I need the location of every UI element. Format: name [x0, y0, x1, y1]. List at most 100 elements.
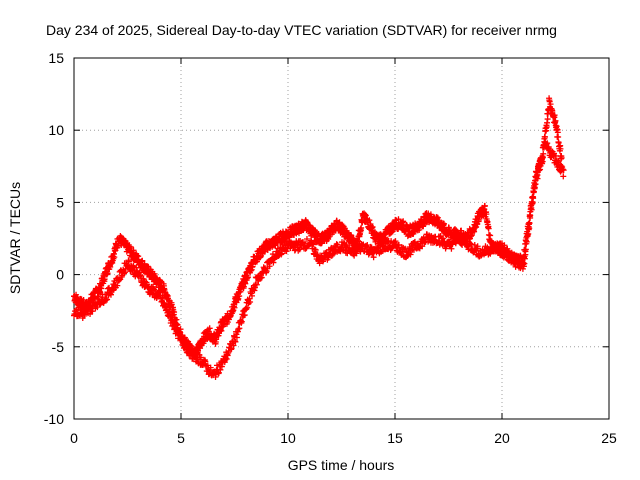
y-axis-label: SDTVAR / TECUs [7, 182, 23, 294]
data-point [529, 200, 536, 207]
y-axis-ticks: -10 -5 0 5 10 15 [44, 50, 609, 427]
x-tick-label: 20 [494, 430, 510, 446]
data-point [485, 225, 492, 232]
data-point [358, 224, 365, 231]
data-point [544, 140, 551, 147]
data-point [547, 101, 554, 108]
data-point [296, 246, 303, 253]
data-point [236, 325, 243, 332]
data-point [555, 158, 562, 165]
data-point [263, 268, 270, 275]
data-point [467, 240, 474, 247]
data-point [94, 304, 101, 311]
data-point [487, 250, 494, 257]
x-tick-label: 5 [177, 430, 185, 446]
data-point [207, 364, 214, 371]
data-point [539, 153, 546, 160]
data-point [434, 214, 441, 221]
data-point [392, 238, 399, 245]
data-point [236, 293, 243, 300]
data-point [448, 245, 455, 252]
data-point [534, 175, 541, 182]
data-point [101, 276, 108, 283]
data-point [560, 173, 567, 180]
data-point [125, 258, 132, 265]
data-point [557, 145, 564, 152]
data-point [531, 185, 538, 192]
data-point [159, 294, 166, 301]
data-point [523, 238, 530, 245]
data-point [310, 241, 317, 248]
data-point [137, 272, 144, 279]
x-tick-label: 25 [601, 430, 617, 446]
data-points [71, 95, 567, 380]
y-tick-label: 10 [48, 122, 64, 138]
data-point [241, 312, 248, 319]
data-point [551, 112, 558, 119]
data-point [333, 241, 340, 248]
y-tick-label: 0 [56, 267, 64, 283]
data-point [552, 152, 559, 159]
data-point [238, 318, 245, 325]
y-tick-label: -10 [44, 411, 64, 427]
data-point [232, 338, 239, 345]
data-point [336, 219, 343, 226]
data-point [233, 334, 240, 341]
data-point [460, 233, 467, 240]
x-axis-label: GPS time / hours [288, 457, 395, 473]
data-point [235, 295, 242, 302]
data-point [487, 232, 494, 239]
data-point [163, 304, 170, 311]
data-point [555, 134, 562, 141]
data-point [98, 285, 105, 292]
data-point [534, 168, 541, 175]
data-point [303, 235, 310, 242]
data-point [206, 325, 213, 332]
data-point [197, 354, 204, 361]
x-axis-ticks: 0 5 10 15 20 25 [70, 58, 617, 446]
data-point [244, 274, 251, 281]
data-point [168, 301, 175, 308]
data-point [527, 212, 534, 219]
data-point [192, 348, 199, 355]
y-tick-label: 5 [56, 194, 64, 210]
data-point [416, 226, 423, 233]
data-point [104, 270, 111, 277]
data-point [111, 254, 118, 261]
data-point [247, 298, 254, 305]
data-point [244, 304, 251, 311]
data-point [528, 206, 535, 213]
data-point [532, 181, 539, 188]
data-point [419, 243, 426, 250]
x-tick-label: 10 [280, 430, 296, 446]
data-point [139, 257, 146, 264]
y-tick-label: 15 [48, 50, 64, 66]
data-point [253, 281, 260, 288]
data-point [325, 254, 332, 261]
chart-title: Day 234 of 2025, Sidereal Day-to-day VTE… [46, 22, 557, 38]
data-point [355, 238, 362, 245]
plot-frame [73, 57, 610, 420]
data-point [231, 304, 238, 311]
data-point [185, 341, 192, 348]
data-point [526, 225, 533, 232]
data-point [114, 282, 121, 289]
data-point [258, 274, 265, 281]
x-tick-label: 15 [387, 430, 403, 446]
data-point [200, 340, 207, 347]
data-point [325, 234, 332, 241]
data-point [504, 245, 511, 252]
data-point [544, 116, 551, 123]
y-tick-label: -5 [52, 339, 65, 355]
data-point [558, 154, 565, 161]
data-point [230, 342, 237, 349]
data-point [104, 296, 111, 303]
data-point [541, 133, 548, 140]
data-point [197, 345, 204, 352]
data-point [167, 313, 174, 320]
data-point [228, 345, 235, 352]
data-point [171, 309, 178, 316]
data-point [121, 270, 128, 277]
data-point [366, 217, 373, 224]
